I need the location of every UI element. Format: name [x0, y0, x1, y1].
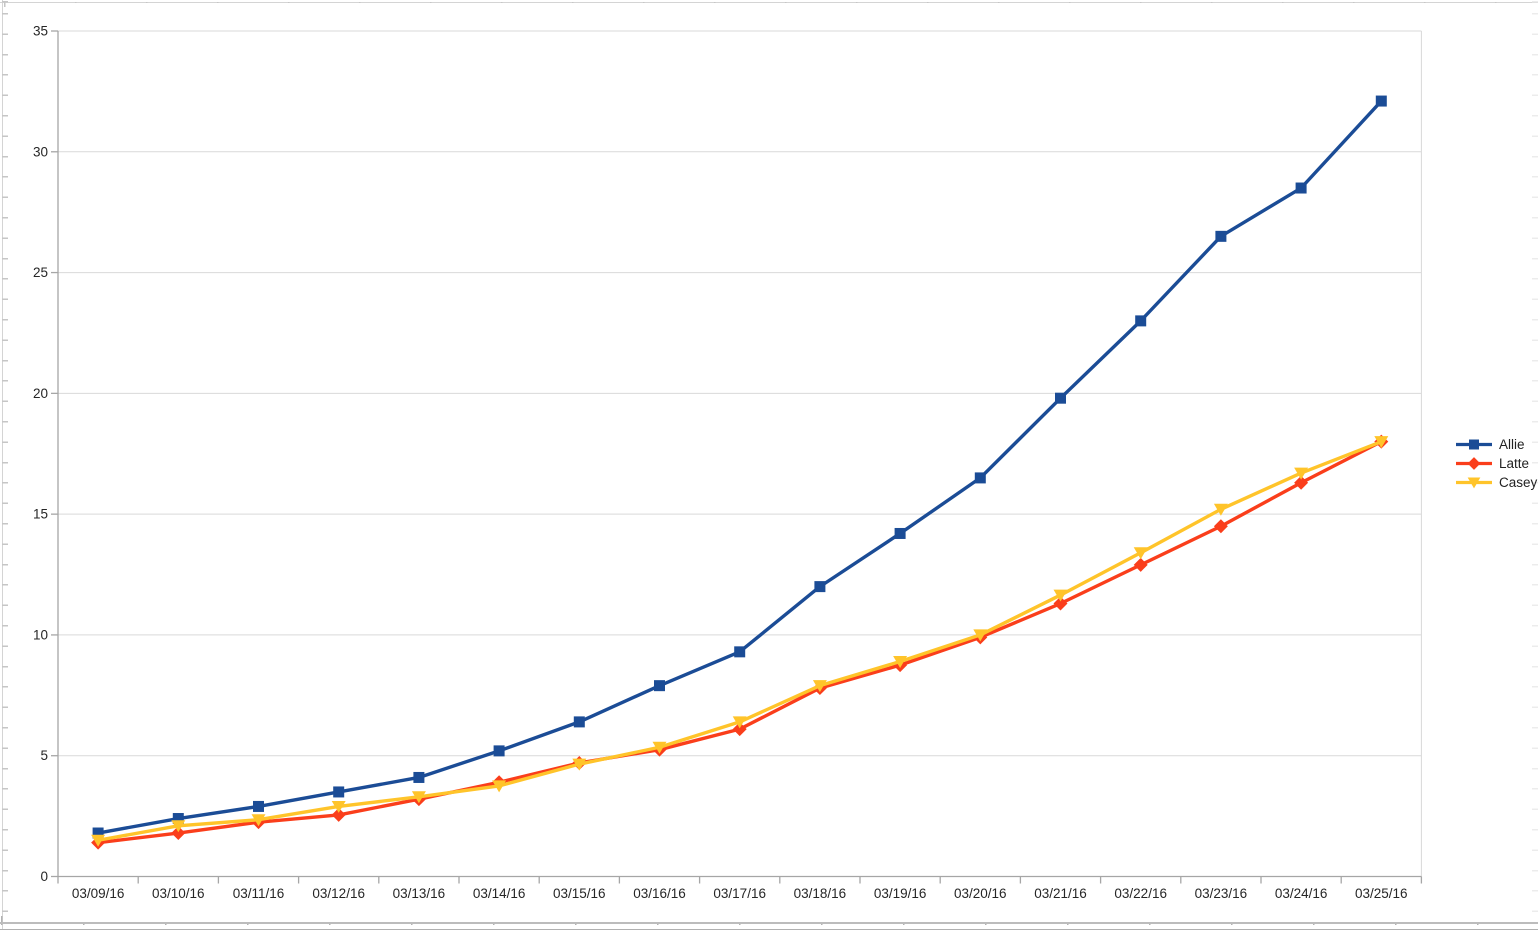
svg-text:03/17/16: 03/17/16	[713, 886, 766, 901]
svg-text:03/12/16: 03/12/16	[312, 886, 365, 901]
chart-legend: Allie Latte Casey	[1455, 435, 1537, 492]
svg-text:5: 5	[40, 748, 48, 763]
svg-text:25: 25	[33, 265, 48, 280]
legend-item-latte[interactable]: Latte	[1455, 454, 1537, 473]
svg-text:03/25/16: 03/25/16	[1355, 886, 1408, 901]
svg-text:03/19/16: 03/19/16	[874, 886, 927, 901]
legend-label-latte: Latte	[1499, 456, 1530, 471]
svg-text:03/15/16: 03/15/16	[553, 886, 606, 901]
svg-text:15: 15	[33, 507, 48, 522]
svg-text:10: 10	[33, 627, 48, 642]
svg-text:0: 0	[40, 869, 48, 884]
series-allie	[92, 95, 1387, 839]
legend-item-casey[interactable]: Casey	[1455, 473, 1537, 492]
legend-label-allie: Allie	[1499, 437, 1525, 452]
series-latte	[91, 434, 1389, 850]
svg-text:03/21/16: 03/21/16	[1034, 886, 1087, 901]
svg-text:03/14/16: 03/14/16	[473, 886, 526, 901]
svg-text:03/11/16: 03/11/16	[233, 886, 285, 901]
svg-text:03/10/16: 03/10/16	[152, 886, 205, 901]
svg-text:03/16/16: 03/16/16	[633, 886, 686, 901]
svg-text:03/13/16: 03/13/16	[393, 886, 446, 901]
svg-text:03/23/16: 03/23/16	[1195, 886, 1248, 901]
legend-marker-latte	[1456, 457, 1492, 470]
svg-text:20: 20	[33, 386, 48, 401]
svg-text:35: 35	[33, 24, 48, 39]
legend-item-allie[interactable]: Allie	[1455, 435, 1537, 454]
series-casey	[91, 436, 1389, 847]
chart-object[interactable]: 0 5 10 15 20 25 30 35 03/09/16 03/10/16 03/11/16 03…	[8, 3, 1537, 922]
svg-text:03/22/16: 03/22/16	[1114, 886, 1167, 901]
svg-text:03/09/16: 03/09/16	[72, 886, 125, 901]
legend-label-casey: Casey	[1499, 475, 1538, 490]
legend-marker-allie	[1456, 439, 1492, 450]
svg-text:03/20/16: 03/20/16	[954, 886, 1007, 901]
svg-text:03/24/16: 03/24/16	[1275, 886, 1328, 901]
svg-text:30: 30	[33, 144, 48, 159]
svg-text:03/18/16: 03/18/16	[794, 886, 847, 901]
legend-marker-casey	[1456, 477, 1492, 489]
